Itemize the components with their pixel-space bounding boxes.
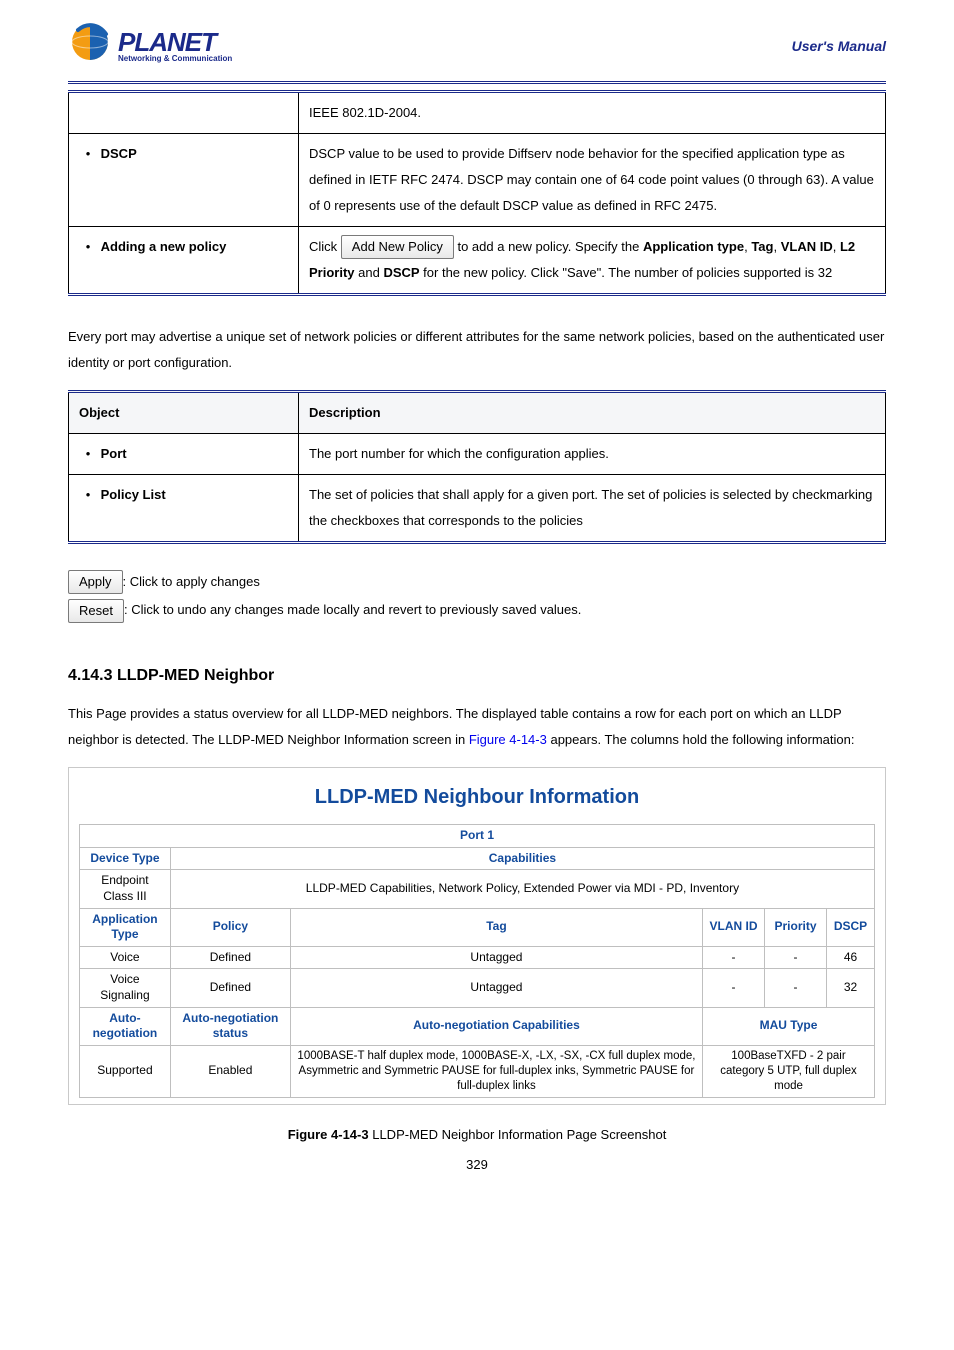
- section-number: 4.14.3: [68, 667, 112, 684]
- buttons-section: Apply: Click to apply changes Reset: Cli…: [68, 568, 886, 625]
- col-header: Capabilities: [170, 847, 874, 870]
- cell: Untagged: [290, 969, 702, 1007]
- cell: LLDP-MED Capabilities, Network Policy, E…: [170, 870, 874, 908]
- bullet-icon: •: [79, 234, 97, 260]
- key-term: Policy List: [101, 487, 166, 502]
- definitions-table-1: IEEE 802.1D-2004. • DSCP DSCP value to b…: [68, 90, 886, 296]
- cell: Voice Signaling: [80, 969, 171, 1007]
- table-row-desc: The set of policies that shall apply for…: [299, 474, 886, 542]
- definitions-table-2: Object Description • Port The port numbe…: [68, 390, 886, 544]
- lldp-table: Port 1 Device Type Capabilities Endpoint…: [79, 824, 875, 1097]
- caption-text: LLDP-MED Neighbor Information Page Scree…: [372, 1127, 666, 1142]
- key-term: Port: [101, 446, 127, 461]
- col-header: Auto-negotiation Capabilities: [290, 1007, 702, 1045]
- table-row-desc: IEEE 802.1D-2004.: [299, 91, 886, 133]
- cell: Untagged: [290, 946, 702, 969]
- text: ,: [773, 239, 780, 254]
- col-header: Auto-negotiation: [80, 1007, 171, 1045]
- figure-reference-link[interactable]: Figure 4-14-3: [469, 732, 547, 747]
- col-header: Application Type: [80, 908, 171, 946]
- col-header: VLAN ID: [703, 908, 765, 946]
- logo: PLANET Networking & Communication: [68, 20, 232, 73]
- col-header: Priority: [765, 908, 827, 946]
- key-term: Adding a new policy: [101, 239, 227, 254]
- bullet-icon: •: [79, 441, 97, 467]
- button-desc: : Click to apply changes: [123, 574, 260, 589]
- cell: 100BaseTXFD - 2 pair category 5 UTP, ful…: [703, 1045, 875, 1097]
- bullet-icon: •: [79, 482, 97, 508]
- text: to add a new policy. Specify the: [457, 239, 642, 254]
- header-rule: [68, 81, 886, 84]
- table-header: Description: [299, 391, 886, 433]
- cell: -: [765, 946, 827, 969]
- port-header: Port 1: [80, 825, 875, 848]
- table-row-key: • DSCP: [69, 133, 299, 226]
- cell: Endpoint Class III: [80, 870, 171, 908]
- table-row-key: • Policy List: [69, 474, 299, 542]
- col-header: Auto-negotiation status: [170, 1007, 290, 1045]
- cell: -: [765, 969, 827, 1007]
- cell: Defined: [170, 969, 290, 1007]
- col-header: Tag: [290, 908, 702, 946]
- table-row-desc: Click Add New Policy to add a new policy…: [299, 226, 886, 294]
- figure-screenshot: LLDP-MED Neighbour Information Port 1 De…: [68, 767, 886, 1104]
- table-row-desc: The port number for which the configurat…: [299, 433, 886, 474]
- term: Tag: [751, 239, 773, 254]
- logo-subtitle: Networking & Communication: [118, 55, 232, 63]
- section-title: LLDP-MED Neighbor: [117, 667, 274, 684]
- document-title: User's Manual: [792, 33, 886, 60]
- text: ,: [833, 239, 840, 254]
- col-header: Policy: [170, 908, 290, 946]
- table-row-key: [69, 91, 299, 133]
- cell: Supported: [80, 1045, 171, 1097]
- col-header: DSCP: [827, 908, 875, 946]
- page-number: 329: [68, 1153, 886, 1178]
- cell: Defined: [170, 946, 290, 969]
- table-row-key: • Adding a new policy: [69, 226, 299, 294]
- add-new-policy-button[interactable]: Add New Policy: [341, 235, 454, 259]
- term: DSCP: [383, 265, 419, 280]
- table-row-desc: DSCP value to be used to provide Diffser…: [299, 133, 886, 226]
- reset-button[interactable]: Reset: [68, 599, 124, 623]
- page-header: PLANET Networking & Communication User's…: [68, 20, 886, 73]
- text: for the new policy. Click "Save". The nu…: [420, 265, 833, 280]
- section-heading: 4.14.3 LLDP-MED Neighbor: [68, 661, 886, 691]
- table-row-key: • Port: [69, 433, 299, 474]
- cell: -: [703, 969, 765, 1007]
- apply-button[interactable]: Apply: [68, 570, 123, 594]
- term: VLAN ID: [781, 239, 833, 254]
- paragraph: This Page provides a status overview for…: [68, 701, 886, 753]
- figure-caption: Figure 4-14-3 LLDP-MED Neighbor Informat…: [68, 1123, 886, 1148]
- text: and: [355, 265, 384, 280]
- text: Click: [309, 239, 337, 254]
- button-desc: : Click to undo any changes made locally…: [124, 602, 581, 617]
- figure-title: LLDP-MED Neighbour Information: [79, 778, 875, 816]
- cell: -: [703, 946, 765, 969]
- col-header: MAU Type: [703, 1007, 875, 1045]
- figure-number: Figure 4-14-3: [288, 1127, 373, 1142]
- cell: 32: [827, 969, 875, 1007]
- bullet-icon: •: [79, 141, 97, 167]
- term: Application type: [643, 239, 744, 254]
- logo-title: PLANET: [118, 29, 232, 55]
- cell: 1000BASE-T half duplex mode, 1000BASE-X,…: [290, 1045, 702, 1097]
- key-term: DSCP: [101, 146, 137, 161]
- cell: Enabled: [170, 1045, 290, 1097]
- text: appears. The columns hold the following …: [547, 732, 855, 747]
- cell: Voice: [80, 946, 171, 969]
- cell: 46: [827, 946, 875, 969]
- col-header: Device Type: [80, 847, 171, 870]
- table-header: Object: [69, 391, 299, 433]
- paragraph: Every port may advertise a unique set of…: [68, 324, 886, 376]
- planet-globe-icon: [68, 20, 112, 73]
